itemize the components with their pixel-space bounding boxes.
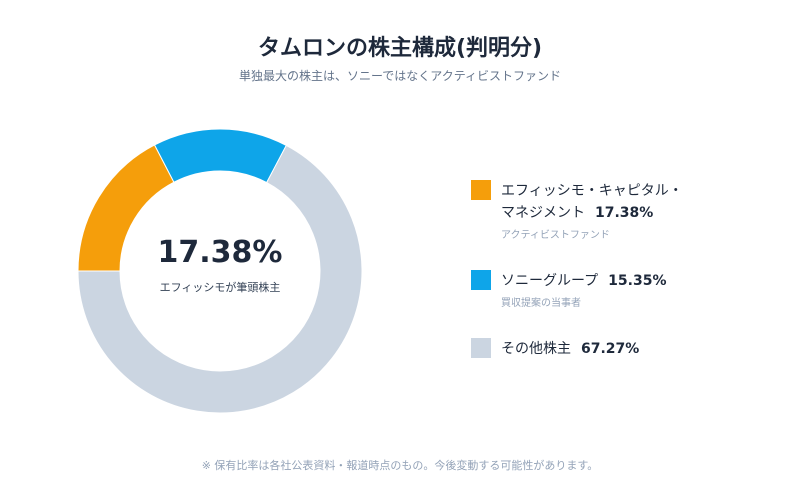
legend-label: ソニーグループ [501, 273, 599, 289]
legend-note: 買収提案の当事者 [501, 298, 581, 309]
legend-label-wrap: ソニーグループ 15.35% [501, 270, 771, 292]
legend-pct: 67.27% [581, 341, 640, 357]
center-value: 17.38% [157, 235, 283, 270]
slice-others [78, 144, 362, 413]
chart-title: タムロンの株主構成(判明分) [257, 36, 543, 61]
footnote: ※ 保有比率は各社公表資料・報道時点のもの。今後変動する可能性があります。 [201, 459, 599, 472]
legend-pct: 17.38% [595, 205, 654, 221]
donut-chart: 17.38% エフィッシモが筆頭株主 [78, 129, 362, 413]
chart-subtitle: 単独最大の株主は、ソニーではなくアクティビストファンド [239, 69, 561, 83]
legend-swatch-effissimo [471, 180, 491, 200]
legend-text: その他株主 67.27% [501, 338, 771, 360]
legend-label-line1: エフィッシモ・キャピタル・ [501, 183, 683, 199]
legend-label-line2-wrap: マネジメント 17.38% [501, 202, 771, 224]
legend-label-line2: マネジメント [501, 205, 585, 221]
legend-label-wrap: その他株主 67.27% [501, 338, 771, 360]
center-caption: エフィッシモが筆頭株主 [159, 281, 281, 294]
legend-pct: 15.35% [608, 273, 667, 289]
legend-swatch-others [471, 338, 491, 358]
donut-svg [78, 129, 362, 413]
legend-swatch-sony [471, 270, 491, 290]
slice-sony [153, 129, 287, 184]
legend-text: ソニーグループ 15.35% 買収提案の当事者 [501, 270, 771, 309]
legend-text: エフィッシモ・キャピタル・ マネジメント 17.38% アクティビストファンド [501, 180, 771, 241]
legend-label: その他株主 [501, 341, 571, 357]
legend-note: アクティビストファンド [501, 230, 610, 241]
